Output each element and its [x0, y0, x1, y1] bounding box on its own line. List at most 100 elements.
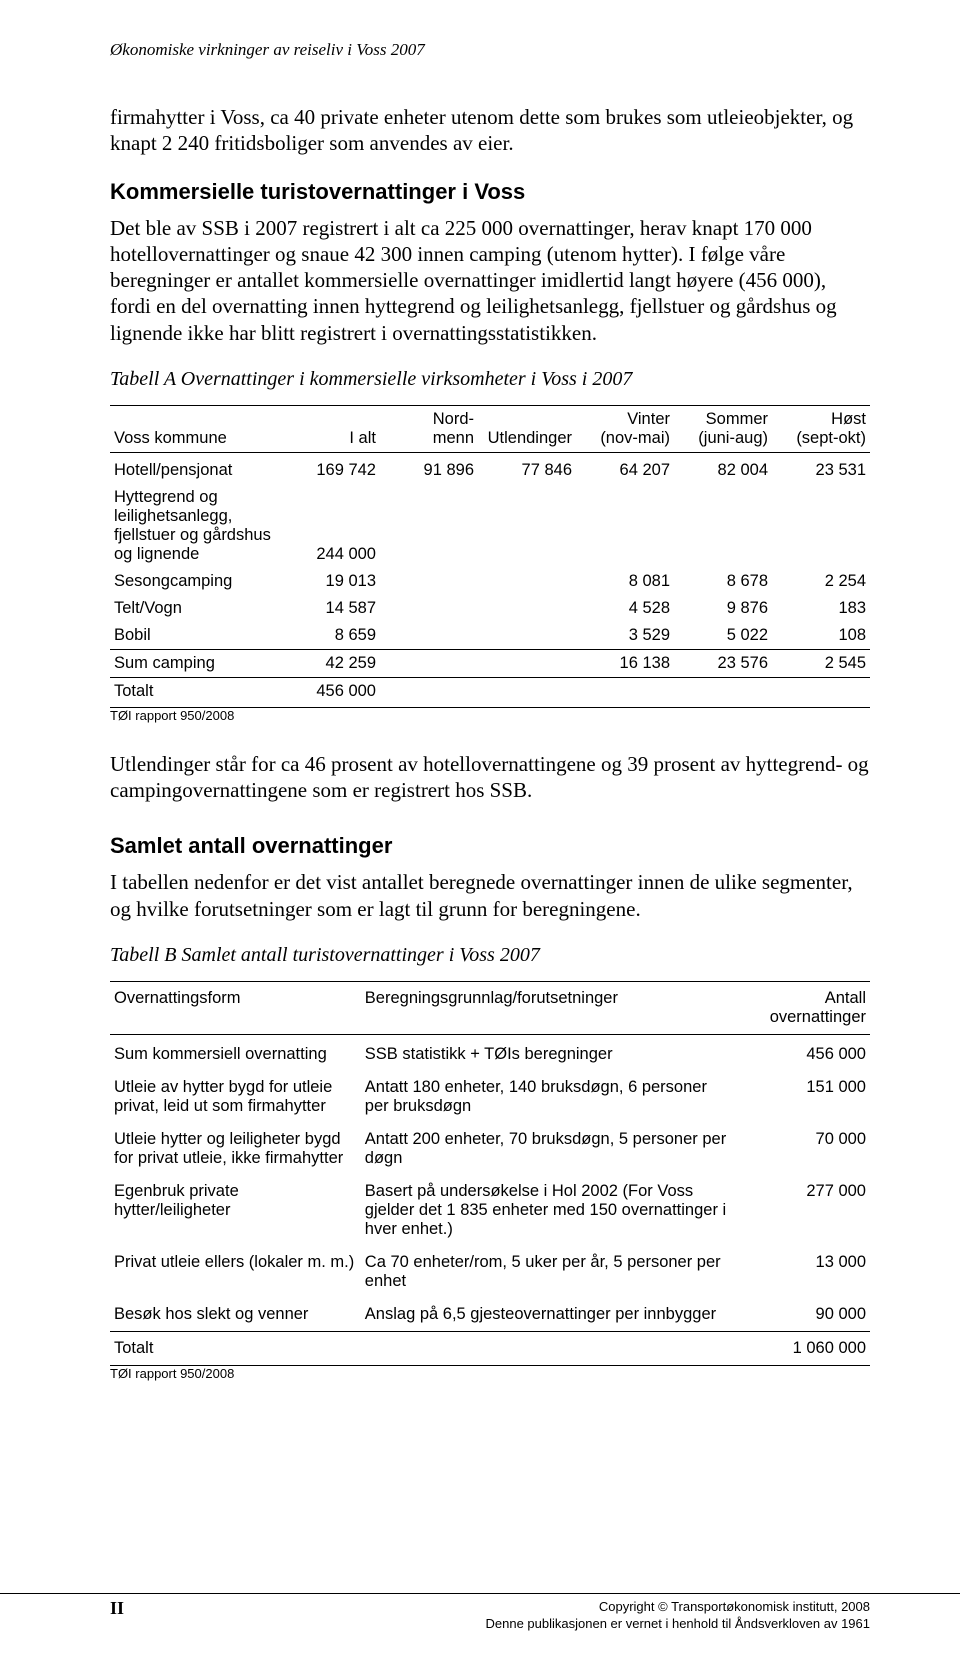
tblA-h-c5: Vinter(nov-mai) — [576, 405, 674, 452]
table-cell — [772, 484, 870, 568]
table-cell: Telt/Vogn — [110, 595, 282, 622]
table-cell — [576, 677, 674, 707]
table-sum-row: Sum camping42 25916 13823 5762 545 — [110, 649, 870, 677]
table-cell: 3 529 — [576, 622, 674, 650]
tableB: Overnattingsform Beregningsgrunnlag/foru… — [110, 981, 870, 1366]
table-cell: 8 081 — [576, 568, 674, 595]
table-cell: Antatt 200 enheter, 70 bruksdøgn, 5 pers… — [361, 1123, 733, 1175]
table-cell — [380, 595, 478, 622]
tableA: Voss kommune I alt Nord-menn Utlendinger… — [110, 405, 870, 708]
tblA-h-c4: Utlendinger — [478, 405, 576, 452]
table-cell: 108 — [772, 622, 870, 650]
page: Økonomiske virkninger av reiseliv i Voss… — [0, 0, 960, 1659]
table-cell: 90 000 — [733, 1298, 870, 1332]
table-cell: Egenbruk private hytter/leiligheter — [110, 1175, 361, 1246]
table-cell: 5 022 — [674, 622, 772, 650]
section2-heading: Samlet antall overnattinger — [110, 833, 870, 859]
table-cell — [478, 649, 576, 677]
table-total-row: Totalt 1 060 000 — [110, 1331, 870, 1365]
table-cell: Privat utleie ellers (lokaler m. m.) — [110, 1246, 361, 1298]
table-row: Hyttegrend og leilighetsanlegg, fjellstu… — [110, 484, 870, 568]
table-row: Utleie hytter og leiligheter bygd for pr… — [110, 1123, 870, 1175]
tableA-caption: Tabell A Overnattinger i kommersielle vi… — [110, 368, 870, 391]
table-row: Telt/Vogn14 5874 5289 876183 — [110, 595, 870, 622]
tableB-source: TØI rapport 950/2008 — [110, 1366, 870, 1381]
table-cell: Totalt — [110, 1331, 361, 1365]
table-cell: 8 678 — [674, 568, 772, 595]
table-cell: 16 138 — [576, 649, 674, 677]
table-cell: Utleie hytter og leiligheter bygd for pr… — [110, 1123, 361, 1175]
table-cell: 23 531 — [772, 452, 870, 484]
tableB-caption: Tabell B Samlet antall turistovernatting… — [110, 944, 870, 967]
table-cell: Hotell/pensjonat — [110, 452, 282, 484]
tblA-h-c3: Nord-menn — [380, 405, 478, 452]
table-cell: Utleie av hytter bygd for utleie privat,… — [110, 1071, 361, 1123]
intro-paragraph: firmahytter i Voss, ca 40 private enhete… — [110, 104, 870, 157]
table-row: Utleie av hytter bygd for utleie privat,… — [110, 1071, 870, 1123]
table-row: Besøk hos slekt og vennerAnslag på 6,5 g… — [110, 1298, 870, 1332]
mid-paragraph: Utlendinger står for ca 46 prosent av ho… — [110, 751, 870, 804]
table-total-row: Totalt456 000 — [110, 677, 870, 707]
table-cell: 64 207 — [576, 452, 674, 484]
table-cell: Ca 70 enheter/rom, 5 uker per år, 5 pers… — [361, 1246, 733, 1298]
table-cell: 4 528 — [576, 595, 674, 622]
tblA-h-c1: Voss kommune — [110, 405, 282, 452]
table-cell: Hyttegrend og leilighetsanlegg, fjellstu… — [110, 484, 282, 568]
table-cell: 77 846 — [478, 452, 576, 484]
section1-heading: Kommersielle turistovernattinger i Voss — [110, 179, 870, 205]
tblA-h-c2: I alt — [282, 405, 380, 452]
table-cell: 13 000 — [733, 1246, 870, 1298]
section2-paragraph: I tabellen nedenfor er det vist antallet… — [110, 869, 870, 922]
table-cell: 244 000 — [282, 484, 380, 568]
table-cell: 2 254 — [772, 568, 870, 595]
table-cell: 8 659 — [282, 622, 380, 650]
table-cell: 23 576 — [674, 649, 772, 677]
table-cell: Basert på undersøkelse i Hol 2002 (For V… — [361, 1175, 733, 1246]
table-cell — [478, 484, 576, 568]
table-row: Bobil8 659 3 5295 022108 — [110, 622, 870, 650]
table-cell: 14 587 — [282, 595, 380, 622]
table-cell — [772, 677, 870, 707]
table-cell: 1 060 000 — [733, 1331, 870, 1365]
table-cell: Anslag på 6,5 gjesteovernattinger per in… — [361, 1298, 733, 1332]
table-cell — [576, 484, 674, 568]
table-cell — [380, 677, 478, 707]
table-cell: Antatt 180 enheter, 140 bruksdøgn, 6 per… — [361, 1071, 733, 1123]
table-cell: 151 000 — [733, 1071, 870, 1123]
table-row: Sum kommersiell overnattingSSB statistik… — [110, 1034, 870, 1071]
table-cell: 169 742 — [282, 452, 380, 484]
table-cell — [380, 568, 478, 595]
table-cell — [478, 568, 576, 595]
tblB-h-c1: Overnattingsform — [110, 981, 361, 1034]
tblA-h-c7: Høst(sept-okt) — [772, 405, 870, 452]
tblA-h-c6: Sommer(juni-aug) — [674, 405, 772, 452]
table-row: Sesongcamping19 013 8 0818 6782 254 — [110, 568, 870, 595]
table-cell: 82 004 — [674, 452, 772, 484]
table-cell: 19 013 — [282, 568, 380, 595]
table-cell — [674, 484, 772, 568]
page-footer: II Copyright © Transportøkonomisk instit… — [0, 1593, 960, 1633]
table-cell: Bobil — [110, 622, 282, 650]
table-cell — [478, 677, 576, 707]
page-number: II — [110, 1598, 124, 1619]
table-cell: 456 000 — [282, 677, 380, 707]
table-row: Privat utleie ellers (lokaler m. m.)Ca 7… — [110, 1246, 870, 1298]
table-cell: 70 000 — [733, 1123, 870, 1175]
table-cell: SSB statistikk + TØIs beregninger — [361, 1034, 733, 1071]
table-cell: 277 000 — [733, 1175, 870, 1246]
table-cell — [380, 484, 478, 568]
table-cell: 456 000 — [733, 1034, 870, 1071]
table-cell: 91 896 — [380, 452, 478, 484]
table-cell: Besøk hos slekt og venner — [110, 1298, 361, 1332]
table-cell: 42 259 — [282, 649, 380, 677]
table-cell — [478, 595, 576, 622]
table-cell: 2 545 — [772, 649, 870, 677]
table-cell — [478, 622, 576, 650]
table-cell: Sesongcamping — [110, 568, 282, 595]
table-row: Hotell/pensjonat169 74291 89677 84664 20… — [110, 452, 870, 484]
table-cell — [380, 649, 478, 677]
table-cell: 183 — [772, 595, 870, 622]
table-row: Egenbruk private hytter/leiligheterBaser… — [110, 1175, 870, 1246]
table-cell — [361, 1331, 733, 1365]
tableA-source: TØI rapport 950/2008 — [110, 708, 870, 723]
